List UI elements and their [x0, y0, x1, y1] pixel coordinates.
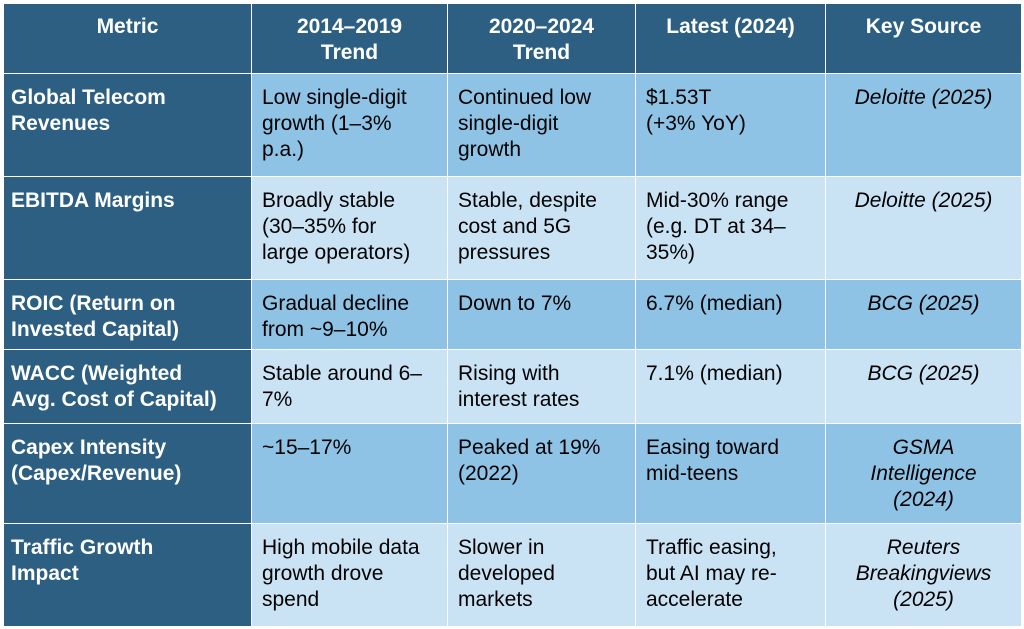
header-trend-2020-2024: 2020–2024 Trend — [447, 3, 636, 74]
latest-cell: Traffic easing, but AI may re-accelerate — [635, 523, 826, 627]
trend-2020-2024-cell: Continued low single-digit growth — [447, 73, 636, 177]
trend-2014-2019-cell: Broadly stable (30–35% for large operators… — [251, 176, 448, 280]
metric-cell: Traffic Growth Impact — [3, 523, 252, 627]
trend-2014-2019-cell: ~15–17% — [251, 423, 448, 524]
table-row: Capex Intensity (Capex/Revenue) ~15–17% P… — [3, 423, 1022, 524]
table-row: Global Telecom Revenues Low single-digit g… — [3, 73, 1022, 177]
metric-cell: WACC (Weighted Avg. Cost of Capital) — [3, 349, 252, 424]
source-cell: BCG (2025) — [825, 279, 1022, 350]
metric-cell: ROIC (Return on Invested Capital) — [3, 279, 252, 350]
latest-cell: Easing toward mid-teens — [635, 423, 826, 524]
source-cell: BCG (2025) — [825, 349, 1022, 424]
trend-2014-2019-cell: High mobile data growth drove spend — [251, 523, 448, 627]
header-latest-2024: Latest (2024) — [635, 3, 826, 74]
header-key-source: Key Source — [825, 3, 1022, 74]
header-metric: Metric — [3, 3, 252, 74]
latest-cell: 7.1% (median) — [635, 349, 826, 424]
source-cell: Deloitte (2025) — [825, 73, 1022, 177]
trend-2020-2024-cell: Peaked at 19% (2022) — [447, 423, 636, 524]
table-row: WACC (Weighted Avg. Cost of Capital) Stab… — [3, 349, 1022, 424]
source-cell: GSMA Intelligence (2024) — [825, 423, 1022, 524]
table-row: Traffic Growth Impact High mobile data gro… — [3, 523, 1022, 627]
trend-2020-2024-cell: Stable, despite cost and 5G pressures — [447, 176, 636, 280]
table-row: ROIC (Return on Invested Capital) Gradual… — [3, 279, 1022, 350]
trend-2020-2024-cell: Down to 7% — [447, 279, 636, 350]
metric-cell: Capex Intensity (Capex/Revenue) — [3, 423, 252, 524]
header-row: Metric 2014–2019 Trend 2020–2024 Trend Lat… — [3, 3, 1022, 74]
latest-cell: $1.53T (+3% YoY) — [635, 73, 826, 177]
latest-cell: 6.7% (median) — [635, 279, 826, 350]
source-cell: Reuters Breakingviews (2025) — [825, 523, 1022, 627]
metric-cell: Global Telecom Revenues — [3, 73, 252, 177]
source-cell: Deloitte (2025) — [825, 176, 1022, 280]
trend-2014-2019-cell: Stable around 6– 7% — [251, 349, 448, 424]
trend-2014-2019-cell: Gradual decline from ~9–10% — [251, 279, 448, 350]
metric-cell: EBITDA Margins — [3, 176, 252, 280]
table-row: EBITDA Margins Broadly stable (30–35% for… — [3, 176, 1022, 280]
trend-2020-2024-cell: Slower in developed markets — [447, 523, 636, 627]
latest-cell: Mid-30% range (e.g. DT at 34– 35%) — [635, 176, 826, 280]
trend-2020-2024-cell: Rising with interest rates — [447, 349, 636, 424]
trend-2014-2019-cell: Low single-digit growth (1–3% p.a.) — [251, 73, 448, 177]
header-trend-2014-2019: 2014–2019 Trend — [251, 3, 448, 74]
metrics-table: Metric 2014–2019 Trend 2020–2024 Trend Lat… — [3, 3, 1022, 627]
